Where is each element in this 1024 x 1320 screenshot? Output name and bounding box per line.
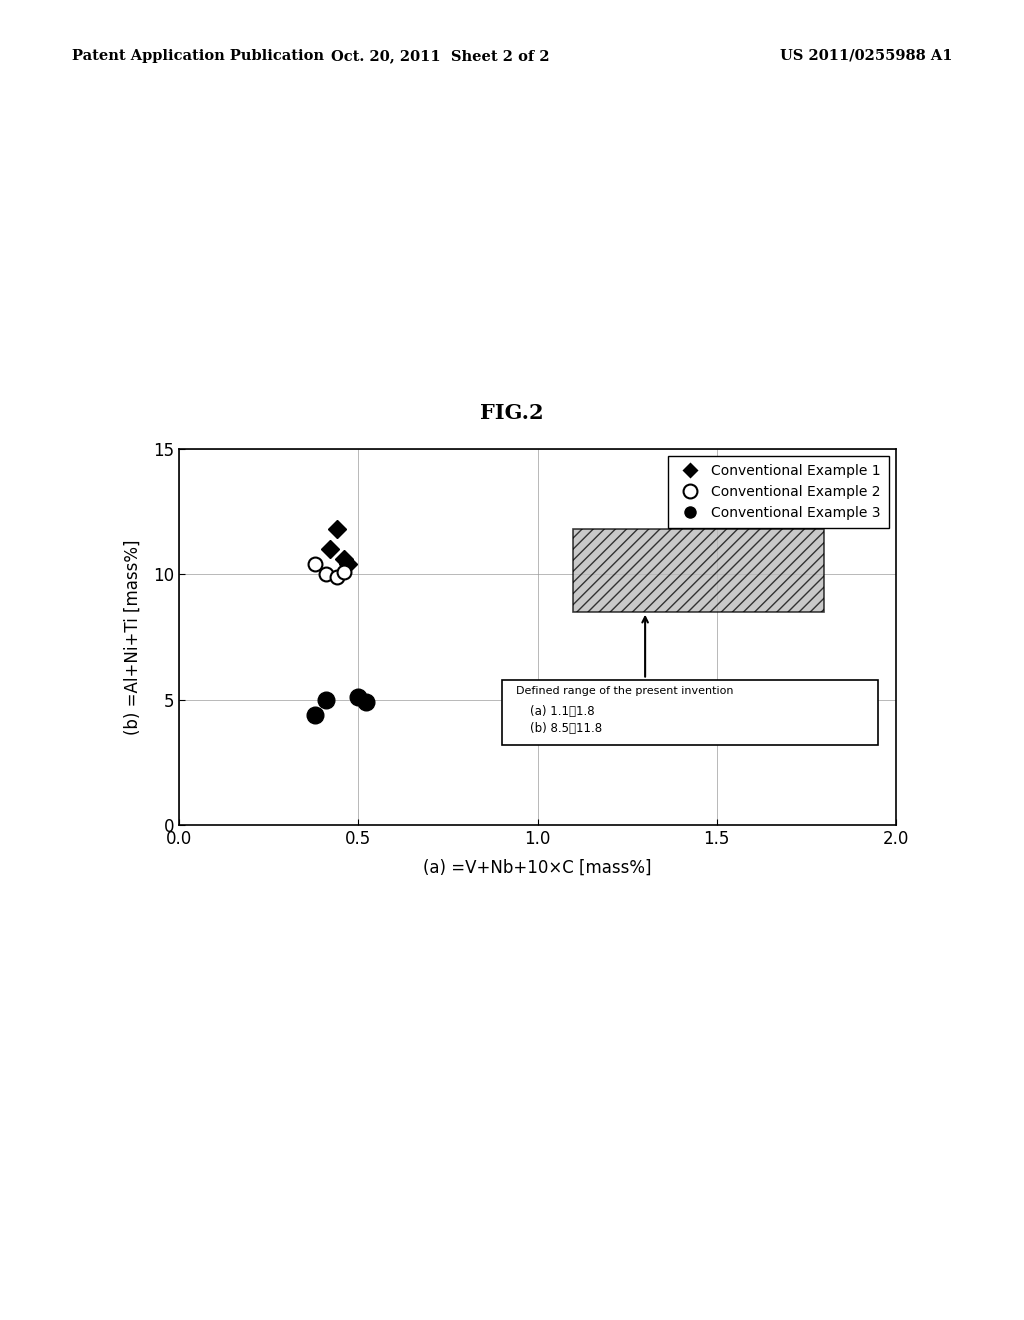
X-axis label: (a) =V+Nb+10×C [mass%]: (a) =V+Nb+10×C [mass%] — [423, 859, 652, 876]
Bar — [573, 529, 824, 612]
Text: (a) 1.1～1.8: (a) 1.1～1.8 — [530, 705, 595, 718]
Legend: Conventional Example 1, Conventional Example 2, Conventional Example 3: Conventional Example 1, Conventional Exa… — [668, 455, 889, 528]
Bar — [502, 680, 879, 744]
Text: Defined range of the present invention: Defined range of the present invention — [516, 686, 733, 696]
Text: FIG.2: FIG.2 — [480, 403, 544, 422]
Text: (b) 8.5～11.8: (b) 8.5～11.8 — [530, 722, 602, 735]
Text: US 2011/0255988 A1: US 2011/0255988 A1 — [780, 49, 952, 63]
Y-axis label: (b) =Al+Ni+Ti [mass%]: (b) =Al+Ni+Ti [mass%] — [124, 539, 142, 735]
Text: Patent Application Publication: Patent Application Publication — [72, 49, 324, 63]
Text: Oct. 20, 2011  Sheet 2 of 2: Oct. 20, 2011 Sheet 2 of 2 — [331, 49, 550, 63]
